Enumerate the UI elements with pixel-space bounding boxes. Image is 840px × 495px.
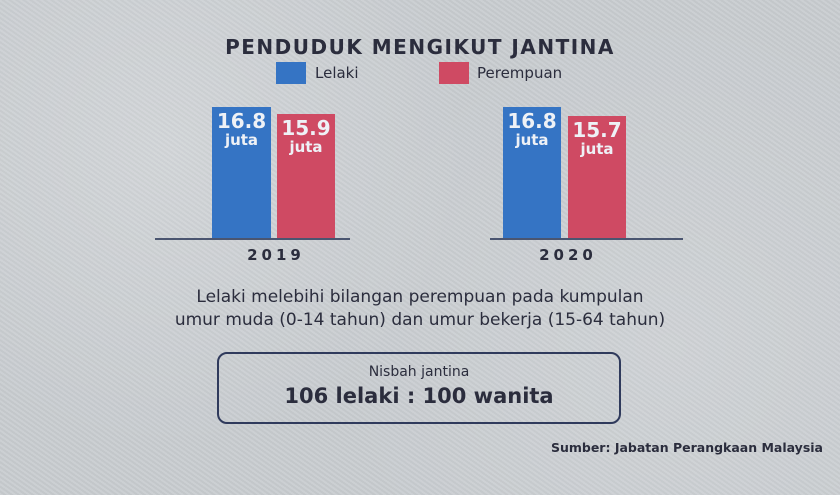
bar-unit: juta <box>515 131 549 149</box>
legend-label-lelaki: Lelaki <box>315 64 359 82</box>
year-label-2020: 2020 <box>539 246 597 264</box>
bar-unit: juta <box>224 131 259 149</box>
bar-value: 15.7 <box>572 118 622 142</box>
legend-swatch-lelaki <box>276 62 306 84</box>
chart-title: PENDUDUK MENGIKUT JANTINA <box>225 35 615 59</box>
axis-line-2020 <box>490 238 683 240</box>
axis-line-2019 <box>155 238 350 240</box>
bar-value: 16.8 <box>507 109 557 133</box>
bar-unit: juta <box>289 138 323 156</box>
year-label-2019: 2019 <box>247 246 305 264</box>
bar-2019-perempuan: 15.9 juta <box>277 114 335 238</box>
bar-value: 15.9 <box>281 116 331 140</box>
bar-value: 16.8 <box>216 109 267 133</box>
legend-label-perempuan: Perempuan <box>477 64 563 82</box>
note-line-2: umur muda (0-14 tahun) dan umur bekerja … <box>174 310 666 330</box>
bar-2019-lelaki: 16.8 juta <box>212 107 271 238</box>
source-credit: Sumber: Jabatan Perangkaan Malaysia <box>550 440 823 455</box>
note-text: Lelaki melebihi bilangan perempuan pada … <box>0 286 840 332</box>
bar-2020-perempuan: 15.7 juta <box>568 116 626 238</box>
bar-2020-lelaki: 16.8 juta <box>503 107 561 238</box>
legend: Lelaki Perempuan <box>0 62 840 86</box>
legend-swatch-perempuan <box>439 62 469 84</box>
sex-ratio-value: 106 lelaki : 100 wanita <box>284 384 554 408</box>
note-line-1: Lelaki melebihi bilangan perempuan pada … <box>196 287 644 307</box>
sex-ratio-label: Nisbah jantina <box>368 364 470 380</box>
bar-unit: juta <box>580 140 614 158</box>
sex-ratio-box: Nisbah jantina 106 lelaki : 100 wanita <box>217 352 621 424</box>
